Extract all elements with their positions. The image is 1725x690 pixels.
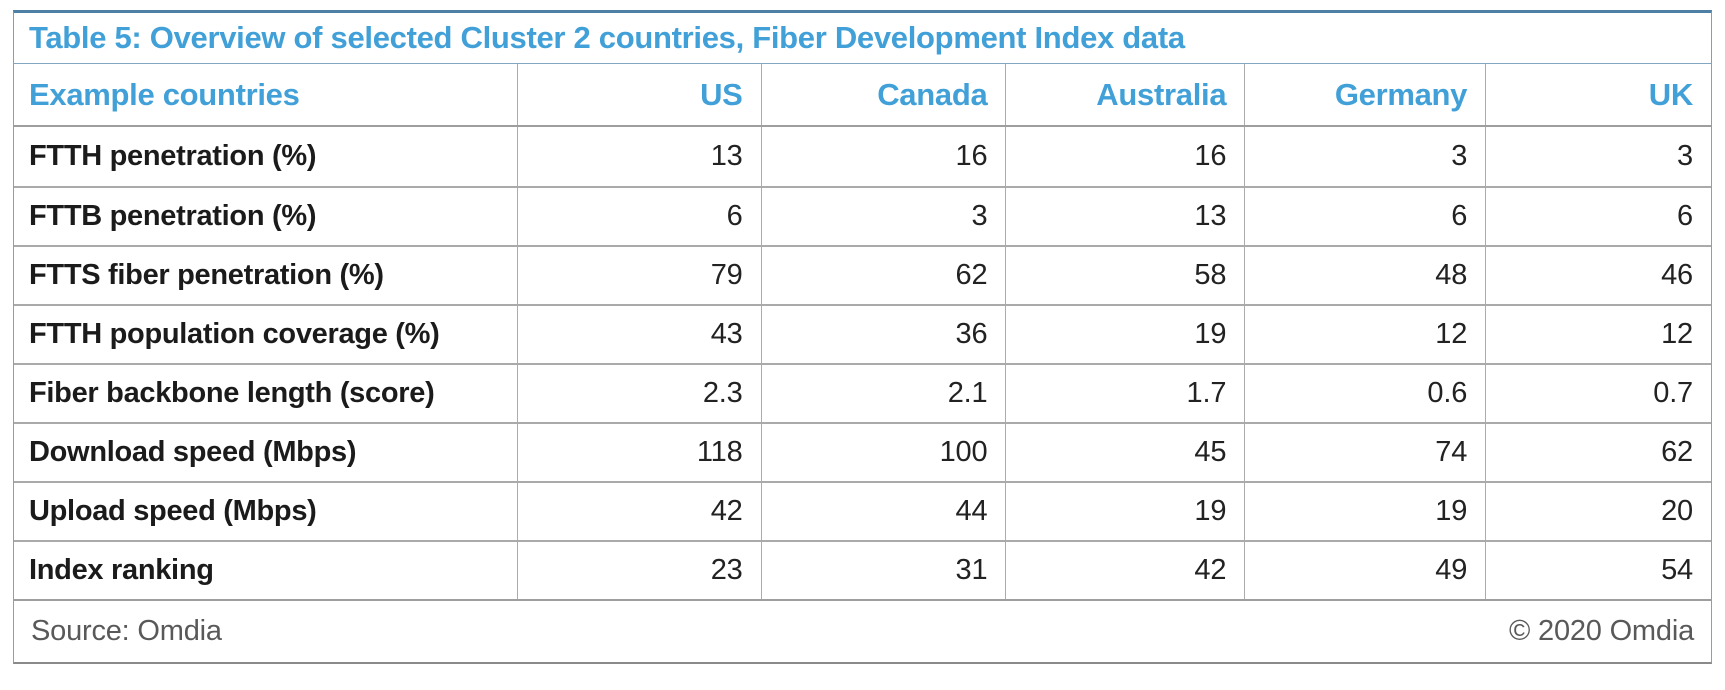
cell-value: 58	[1005, 247, 1244, 304]
cell-value: 3	[1485, 127, 1711, 186]
cell-value: 6	[1485, 188, 1711, 245]
table-body: Example countries US Canada Australia Ge…	[13, 64, 1712, 664]
cell-value: 6	[516, 188, 761, 245]
cell-value: 45	[1005, 424, 1244, 481]
header-col-australia: Australia	[1005, 64, 1244, 125]
cell-value: 62	[760, 247, 1006, 304]
table-row: Fiber backbone length (score) 2.3 2.1 1.…	[14, 363, 1711, 422]
row-label: FTTS fiber penetration (%)	[29, 259, 384, 291]
table-row: FTTS fiber penetration (%) 79 62 58 48 4…	[14, 245, 1711, 304]
cell-value: 49	[1244, 542, 1485, 599]
header-corner-label: Example countries	[29, 76, 300, 112]
cell-value: 48	[1244, 247, 1485, 304]
cell-value: 16	[1005, 127, 1244, 186]
cell-value: 118	[516, 424, 761, 481]
table-row: Download speed (Mbps) 118 100 45 74 62	[14, 422, 1711, 481]
table-row: Upload speed (Mbps) 42 44 19 19 20	[14, 481, 1711, 540]
header-col-canada: Canada	[760, 64, 1006, 125]
cell-value: 79	[516, 247, 761, 304]
table-row: FTTH penetration (%) 13 16 16 3 3	[14, 127, 1711, 186]
row-label: Fiber backbone length (score)	[29, 377, 435, 409]
cell-value: 54	[1485, 542, 1711, 599]
cell-value: 20	[1485, 483, 1711, 540]
cell-value: 16	[760, 127, 1006, 186]
cell-value: 100	[760, 424, 1006, 481]
cell-value: 1.7	[1005, 365, 1244, 422]
cell-value: 19	[1005, 306, 1244, 363]
row-label: Download speed (Mbps)	[29, 436, 357, 468]
cell-value: 44	[760, 483, 1006, 540]
fiber-index-table: Table 5: Overview of selected Cluster 2 …	[13, 10, 1712, 664]
cell-value: 62	[1485, 424, 1711, 481]
cell-value: 42	[516, 483, 761, 540]
row-label: FTTH penetration (%)	[29, 140, 317, 172]
table-row: FTTB penetration (%) 6 3 13 6 6	[14, 186, 1711, 245]
header-col-germany: Germany	[1244, 64, 1485, 125]
row-label: FTTB penetration (%)	[29, 200, 317, 232]
cell-value: 42	[1005, 542, 1244, 599]
cell-value: 19	[1244, 483, 1485, 540]
cell-value: 6	[1244, 188, 1485, 245]
header-col-uk: UK	[1485, 64, 1711, 125]
cell-value: 36	[760, 306, 1006, 363]
cell-value: 19	[1005, 483, 1244, 540]
cell-value: 23	[516, 542, 761, 599]
table-row: FTTH population coverage (%) 43 36 19 12…	[14, 304, 1711, 363]
cell-value: 74	[1244, 424, 1485, 481]
source-text: Source: Omdia	[31, 615, 222, 647]
cell-value: 46	[1485, 247, 1711, 304]
cell-value: 13	[1005, 188, 1244, 245]
table-title: Table 5: Overview of selected Cluster 2 …	[13, 10, 1712, 64]
cell-value: 3	[760, 188, 1006, 245]
cell-value: 0.6	[1244, 365, 1485, 422]
cell-value: 13	[516, 127, 761, 186]
cell-value: 0.7	[1485, 365, 1711, 422]
row-label: Upload speed (Mbps)	[29, 495, 317, 527]
cell-value: 31	[760, 542, 1006, 599]
table-header-row: Example countries US Canada Australia Ge…	[14, 64, 1711, 127]
copyright-text: © 2020 Omdia	[1508, 615, 1694, 647]
row-label: Index ranking	[29, 554, 214, 586]
cell-value: 12	[1485, 306, 1711, 363]
table-row: Index ranking 23 31 42 49 54	[14, 540, 1711, 599]
cell-value: 2.1	[760, 365, 1006, 422]
cell-value: 2.3	[516, 365, 761, 422]
header-col-us: US	[516, 64, 761, 125]
cell-value: 3	[1244, 127, 1485, 186]
cell-value: 12	[1244, 306, 1485, 363]
cell-value: 43	[516, 306, 761, 363]
row-label: FTTH population coverage (%)	[29, 318, 440, 350]
table-footer: Source: Omdia © 2020 Omdia	[14, 599, 1711, 662]
